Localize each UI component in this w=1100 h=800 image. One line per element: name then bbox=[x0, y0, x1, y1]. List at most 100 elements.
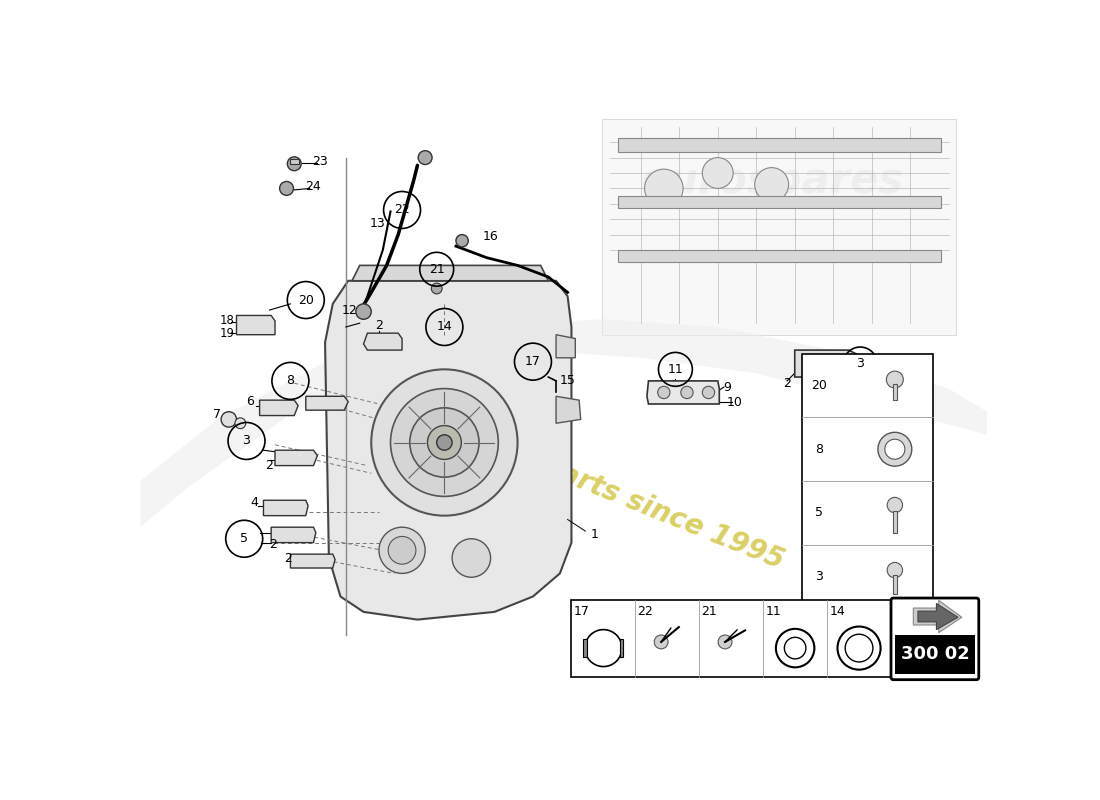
Bar bbox=[892, 574, 898, 594]
Text: 20: 20 bbox=[812, 379, 827, 392]
Text: 2: 2 bbox=[265, 459, 273, 472]
Text: 8: 8 bbox=[286, 374, 295, 387]
Polygon shape bbox=[556, 334, 575, 358]
Bar bbox=[895, 635, 975, 674]
Polygon shape bbox=[260, 400, 298, 415]
Polygon shape bbox=[917, 603, 958, 630]
Polygon shape bbox=[275, 450, 318, 466]
Text: a passion for parts since 1995: a passion for parts since 1995 bbox=[340, 372, 788, 574]
Text: 18: 18 bbox=[220, 314, 234, 327]
Circle shape bbox=[221, 412, 236, 427]
Text: 300 02: 300 02 bbox=[901, 646, 969, 663]
Circle shape bbox=[356, 304, 372, 319]
Circle shape bbox=[455, 234, 469, 247]
Text: 23: 23 bbox=[311, 155, 328, 168]
Circle shape bbox=[452, 538, 491, 578]
Circle shape bbox=[437, 435, 452, 450]
Text: 17: 17 bbox=[573, 606, 590, 618]
Polygon shape bbox=[236, 315, 275, 334]
Bar bbox=[619, 639, 624, 658]
Circle shape bbox=[372, 370, 518, 516]
Bar bbox=[572, 600, 891, 678]
Circle shape bbox=[654, 635, 668, 649]
Circle shape bbox=[658, 386, 670, 398]
Text: 14: 14 bbox=[437, 321, 452, 334]
Text: 20: 20 bbox=[298, 294, 314, 306]
Text: 5: 5 bbox=[815, 506, 824, 519]
Circle shape bbox=[887, 371, 903, 388]
Text: eurospares: eurospares bbox=[640, 160, 903, 202]
Polygon shape bbox=[326, 281, 572, 619]
Polygon shape bbox=[264, 500, 308, 516]
Bar bbox=[803, 354, 933, 608]
Text: 10: 10 bbox=[727, 396, 742, 409]
Circle shape bbox=[418, 150, 432, 165]
Text: 16: 16 bbox=[483, 230, 498, 243]
Circle shape bbox=[718, 635, 732, 649]
Text: 3: 3 bbox=[243, 434, 251, 447]
Text: 3: 3 bbox=[815, 570, 823, 582]
Bar bbox=[892, 384, 898, 399]
Circle shape bbox=[645, 169, 683, 208]
Text: 5: 5 bbox=[240, 532, 249, 546]
Polygon shape bbox=[647, 381, 719, 404]
Bar bbox=[618, 196, 942, 208]
Text: 2: 2 bbox=[375, 319, 383, 332]
Circle shape bbox=[378, 527, 425, 574]
Text: 2: 2 bbox=[783, 377, 791, 390]
Text: 9: 9 bbox=[723, 381, 730, 394]
Text: 4: 4 bbox=[251, 496, 258, 509]
Bar bbox=[289, 159, 299, 164]
Text: 2: 2 bbox=[284, 551, 292, 565]
Text: 22: 22 bbox=[638, 606, 653, 618]
Text: 17: 17 bbox=[525, 355, 541, 368]
Circle shape bbox=[428, 426, 461, 459]
Text: 12: 12 bbox=[342, 303, 358, 317]
Text: 7: 7 bbox=[213, 407, 221, 421]
Polygon shape bbox=[913, 600, 961, 633]
Text: 8: 8 bbox=[815, 442, 824, 456]
Bar bbox=[603, 119, 957, 334]
Circle shape bbox=[410, 408, 480, 477]
Text: 1: 1 bbox=[591, 529, 598, 542]
Text: 11: 11 bbox=[766, 606, 781, 618]
Polygon shape bbox=[290, 554, 336, 568]
Circle shape bbox=[279, 182, 294, 195]
Bar bbox=[618, 250, 942, 262]
Circle shape bbox=[878, 432, 912, 466]
Text: 22: 22 bbox=[394, 203, 410, 217]
Text: 3: 3 bbox=[856, 358, 865, 370]
Text: 24: 24 bbox=[306, 180, 321, 194]
Circle shape bbox=[681, 386, 693, 398]
Text: 6: 6 bbox=[246, 395, 254, 408]
Polygon shape bbox=[141, 319, 988, 527]
Circle shape bbox=[235, 418, 245, 429]
Circle shape bbox=[287, 157, 301, 170]
Text: 11: 11 bbox=[668, 363, 683, 376]
Circle shape bbox=[431, 283, 442, 294]
Text: 21: 21 bbox=[429, 262, 444, 276]
Circle shape bbox=[388, 537, 416, 564]
Polygon shape bbox=[271, 527, 316, 542]
Polygon shape bbox=[306, 396, 348, 410]
Circle shape bbox=[884, 439, 905, 459]
Polygon shape bbox=[556, 396, 581, 423]
Polygon shape bbox=[352, 266, 548, 281]
Circle shape bbox=[703, 386, 715, 398]
Text: 19: 19 bbox=[220, 326, 234, 340]
Polygon shape bbox=[363, 333, 403, 350]
Bar bbox=[892, 511, 898, 533]
Circle shape bbox=[887, 498, 903, 513]
Bar bbox=[583, 639, 587, 658]
Text: 14: 14 bbox=[829, 606, 845, 618]
Circle shape bbox=[703, 158, 733, 188]
Bar bbox=[618, 138, 942, 152]
Circle shape bbox=[887, 562, 903, 578]
Polygon shape bbox=[794, 350, 856, 377]
Text: 13: 13 bbox=[370, 217, 385, 230]
Circle shape bbox=[755, 168, 789, 202]
Text: 2: 2 bbox=[268, 538, 276, 550]
Text: 21: 21 bbox=[702, 606, 717, 618]
Text: 15: 15 bbox=[560, 374, 575, 387]
FancyBboxPatch shape bbox=[891, 598, 979, 680]
